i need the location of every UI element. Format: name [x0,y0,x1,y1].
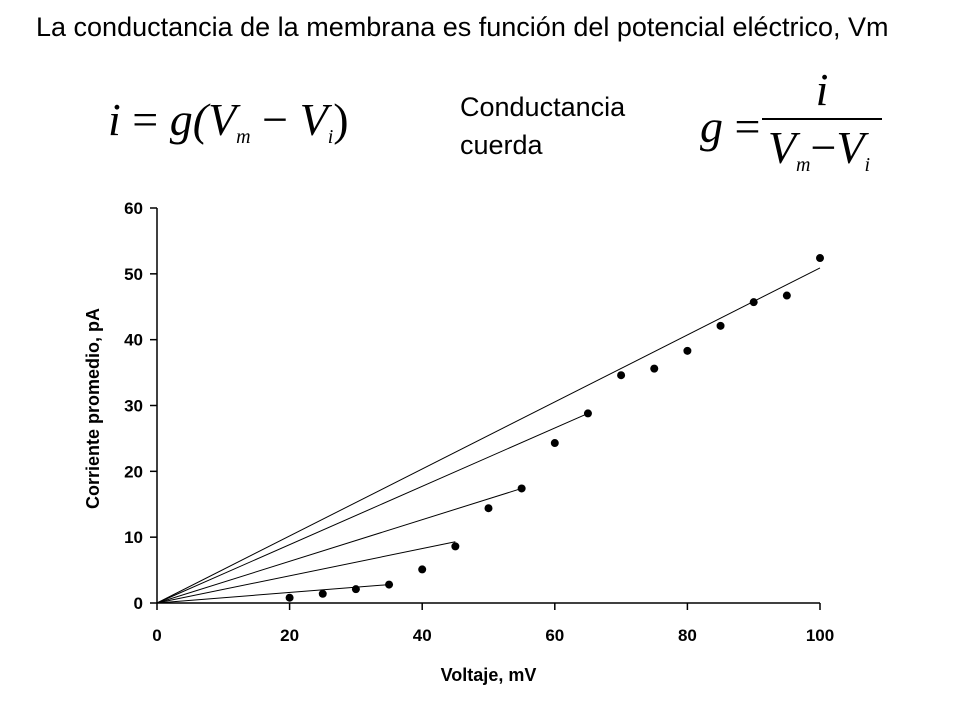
eq1-equals: = [132,94,159,145]
y-ticks: 0 10 20 30 40 50 60 [124,199,157,613]
slide-title: La conductancia de la membrana es funció… [36,12,889,42]
data-point [517,484,526,493]
eq2-numerator: i [815,64,829,115]
data-point [583,409,592,418]
eq2-fraction-bar [762,118,882,120]
data-point [385,580,394,589]
chord-label-line2: cuerda [460,130,543,160]
eq1-vi-sub: i [327,126,334,148]
x-tick-label: 80 [678,626,697,645]
eq1-current: i [108,94,121,145]
chord-conductance-label: Conductancia cuerda [460,88,625,164]
data-point [318,589,327,598]
eq2-lhs: g = [700,100,760,153]
data-points [285,254,824,602]
chord-line [156,267,821,604]
x-tick-label: 20 [280,626,299,645]
y-tick-label: 30 [124,397,143,416]
y-tick-label: 20 [124,462,143,481]
x-ticks: 0 20 40 60 80 100 [152,603,834,645]
eq1-close: ) [333,94,349,145]
eq2-vi: V [836,122,865,173]
chart-axes [156,208,820,604]
chord-line [156,541,456,604]
eq1-vm-sub: m [236,126,251,148]
data-point [351,585,360,594]
y-tick-label: 0 [134,594,143,613]
data-point [650,364,659,373]
x-tick-label: 100 [806,626,834,645]
data-point [782,291,791,300]
data-point [451,542,460,551]
eq2-denominator: Vm−Vi [756,122,882,191]
data-point [683,346,692,355]
y-axis-label: Corriente promedio, pA [83,308,103,509]
eq2-vi-sub: i [864,154,871,176]
eq2-minus: − [810,122,837,173]
data-point [484,504,493,513]
chord-line [156,487,522,604]
eq2-g: g [700,101,723,152]
x-tick-label: 0 [152,626,161,645]
y-tick-label: 60 [124,199,143,218]
data-point [550,439,559,448]
eq2-equals: = [734,101,761,152]
x-tick-label: 60 [545,626,564,645]
eq1-minus: − [262,94,289,145]
chord-line [156,412,589,604]
eq1-vm: V [208,94,237,145]
eq1-vi: V [299,94,328,145]
x-axis-label: Voltaje, mV [441,665,537,685]
y-tick-label: 40 [124,331,143,350]
data-point [617,371,626,380]
x-tick-label: 40 [413,626,432,645]
current-equation: i = g(Vm − Vi) [108,90,349,167]
y-tick-label: 10 [124,528,143,547]
eq2-fraction: i Vm−Vi [762,64,882,191]
data-point [285,593,294,602]
chord-lines [156,267,821,604]
data-point [418,565,427,574]
eq1-g: g( [169,94,209,145]
eq2-vm: V [767,122,797,173]
chord-line [156,584,390,604]
eq2-vm-sub: m [796,154,811,176]
y-tick-label: 50 [124,265,143,284]
chord-label-line1: Conductancia [460,92,626,122]
data-point [816,254,824,263]
data-point [749,298,758,307]
data-point [716,321,725,330]
